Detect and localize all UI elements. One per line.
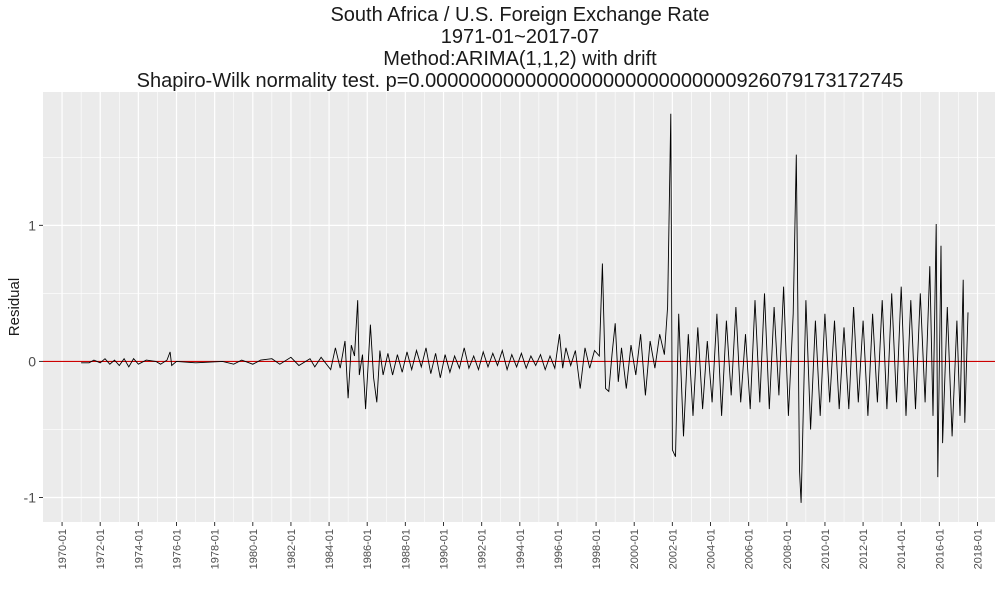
y-tick-label: -1 — [24, 490, 37, 506]
chart-title: South Africa / U.S. Foreign Exchange Rat… — [330, 4, 710, 26]
x-tick-label: 2010-01 — [820, 529, 832, 569]
x-tick-label: 2004-01 — [706, 529, 718, 569]
x-tick-label: 1974-01 — [133, 529, 145, 569]
x-tick-label: 2016-01 — [934, 529, 946, 569]
x-tick-label: 2012-01 — [858, 529, 870, 569]
x-tick-label: 1992-01 — [477, 529, 489, 569]
x-tick-label: 1980-01 — [248, 529, 260, 569]
x-tick-label: 2002-01 — [667, 529, 679, 569]
x-tick-label: 1996-01 — [553, 529, 565, 569]
residual-series-line — [81, 113, 969, 503]
x-tick-label: 1976-01 — [172, 529, 184, 569]
x-tick-label: 1986-01 — [362, 529, 374, 569]
x-tick-label: 2018-01 — [973, 529, 985, 569]
x-tick-label: 1984-01 — [324, 529, 336, 569]
x-tick-label: 2008-01 — [782, 529, 794, 569]
y-axis: -1 0 1 — [24, 217, 43, 506]
plot-panel — [43, 92, 995, 522]
x-tick-label: 2006-01 — [744, 529, 756, 569]
chart-subtitle-2: Method:ARIMA(1,1,2) with drift — [383, 48, 657, 70]
x-axis: 1970-01 1972-01 1974-01 1976-01 1978-01 1980-… — [57, 522, 985, 569]
y-tick-label: 1 — [28, 217, 36, 233]
major-gridlines — [43, 92, 995, 522]
chart-subtitle-3: Shapiro-Wilk normality test. p=0.0000000… — [136, 70, 904, 92]
x-tick-label: 1970-01 — [57, 529, 69, 569]
x-tick-label: 2014-01 — [896, 529, 908, 569]
minor-gridlines — [43, 92, 995, 522]
x-tick-label: 2000-01 — [629, 529, 641, 569]
x-tick-label: 1994-01 — [515, 529, 527, 569]
chart-titles: South Africa / U.S. Foreign Exchange Rat… — [0, 4, 1000, 92]
x-tick-label: 1972-01 — [95, 529, 107, 569]
x-tick-label: 1988-01 — [400, 529, 412, 569]
chart-subtitle-1: 1971-01~2017-07 — [440, 26, 600, 48]
x-tick-label: 1978-01 — [210, 529, 222, 569]
x-tick-label: 1998-01 — [591, 529, 603, 569]
y-axis-label: Residual — [6, 278, 23, 336]
y-tick-label: 0 — [28, 353, 36, 369]
x-tick-label: 1990-01 — [439, 529, 451, 569]
x-tick-label: 1982-01 — [286, 529, 298, 569]
